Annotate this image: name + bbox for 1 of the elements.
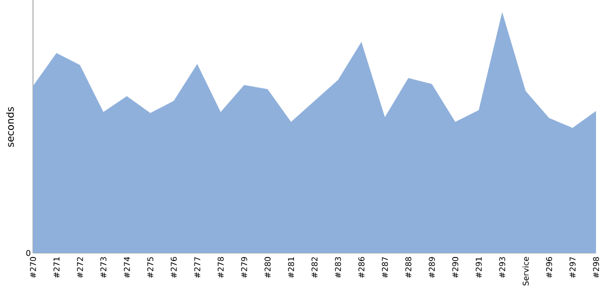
y-axis-title: seconds [6, 107, 14, 147]
